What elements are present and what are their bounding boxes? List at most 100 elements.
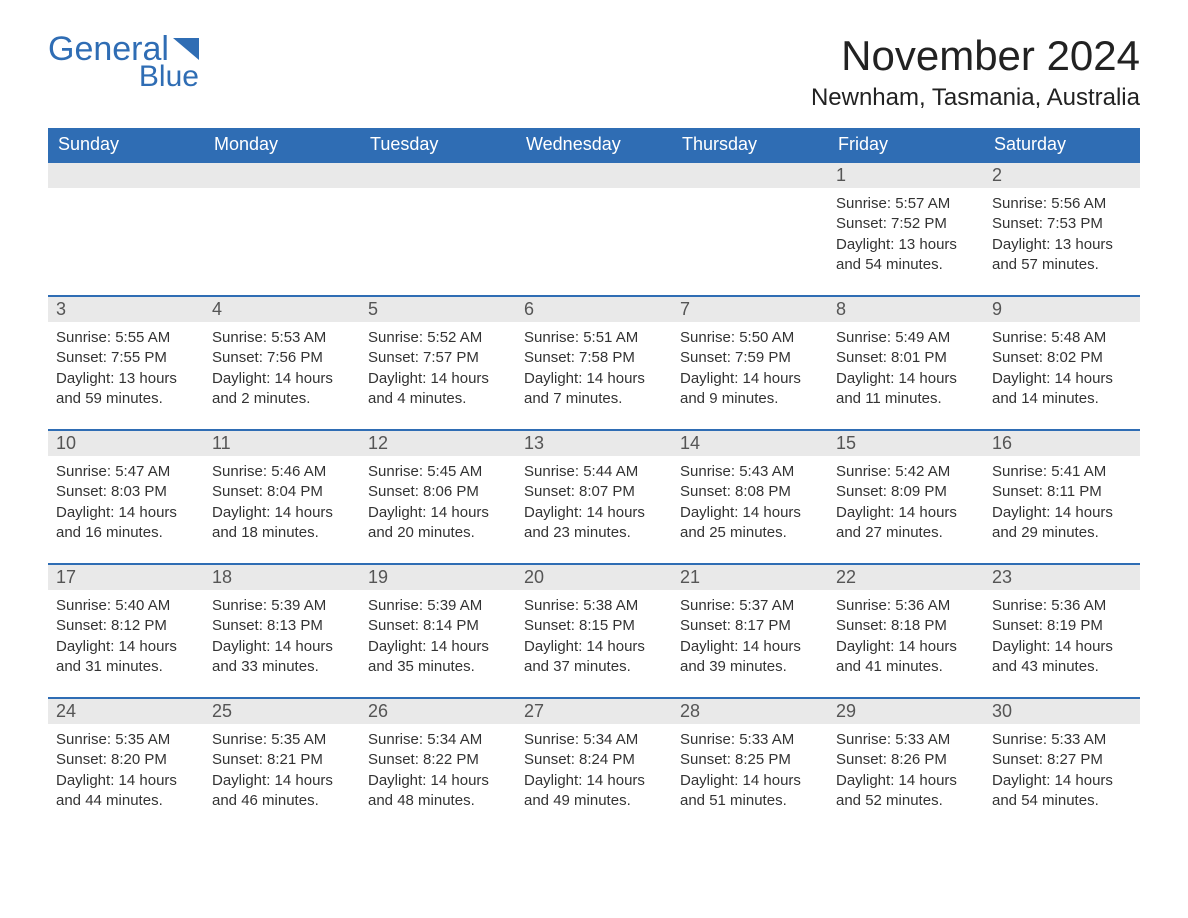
day-details: Sunrise: 5:45 AMSunset: 8:06 PMDaylight:… [360, 456, 516, 543]
sunrise-line: Sunrise: 5:37 AM [680, 596, 820, 616]
sunrise-line: Sunrise: 5:52 AM [368, 328, 508, 348]
day-details: Sunrise: 5:48 AMSunset: 8:02 PMDaylight:… [984, 322, 1140, 409]
calendar-week-row: 1Sunrise: 5:57 AMSunset: 7:52 PMDaylight… [48, 162, 1140, 296]
day-number: 1 [828, 163, 984, 188]
daylight-line: Daylight: 14 hours and 37 minutes. [524, 637, 664, 678]
calendar-day-cell: 4Sunrise: 5:53 AMSunset: 7:56 PMDaylight… [204, 296, 360, 430]
calendar-day-cell: 22Sunrise: 5:36 AMSunset: 8:18 PMDayligh… [828, 564, 984, 698]
empty-day [204, 163, 360, 188]
calendar-day-cell: 21Sunrise: 5:37 AMSunset: 8:17 PMDayligh… [672, 564, 828, 698]
daylight-line: Daylight: 14 hours and 7 minutes. [524, 369, 664, 410]
day-number: 11 [204, 431, 360, 456]
calendar-day-cell [672, 162, 828, 296]
sunset-line: Sunset: 8:13 PM [212, 616, 352, 636]
daylight-line: Daylight: 14 hours and 16 minutes. [56, 503, 196, 544]
calendar-day-cell: 7Sunrise: 5:50 AMSunset: 7:59 PMDaylight… [672, 296, 828, 430]
sunrise-line: Sunrise: 5:49 AM [836, 328, 976, 348]
sunset-line: Sunset: 8:07 PM [524, 482, 664, 502]
empty-day [516, 163, 672, 188]
day-number: 15 [828, 431, 984, 456]
sunrise-line: Sunrise: 5:38 AM [524, 596, 664, 616]
calendar-day-cell: 13Sunrise: 5:44 AMSunset: 8:07 PMDayligh… [516, 430, 672, 564]
sunset-line: Sunset: 7:59 PM [680, 348, 820, 368]
sunrise-line: Sunrise: 5:53 AM [212, 328, 352, 348]
brand-word-2: Blue [124, 62, 199, 92]
daylight-line: Daylight: 14 hours and 9 minutes. [680, 369, 820, 410]
sunset-line: Sunset: 8:24 PM [524, 750, 664, 770]
sunrise-line: Sunrise: 5:33 AM [836, 730, 976, 750]
calendar-day-cell: 19Sunrise: 5:39 AMSunset: 8:14 PMDayligh… [360, 564, 516, 698]
calendar-day-cell: 8Sunrise: 5:49 AMSunset: 8:01 PMDaylight… [828, 296, 984, 430]
day-details: Sunrise: 5:47 AMSunset: 8:03 PMDaylight:… [48, 456, 204, 543]
calendar-day-cell [516, 162, 672, 296]
calendar-header-cell: Monday [204, 128, 360, 162]
calendar-week-row: 17Sunrise: 5:40 AMSunset: 8:12 PMDayligh… [48, 564, 1140, 698]
daylight-line: Daylight: 14 hours and 11 minutes. [836, 369, 976, 410]
day-details: Sunrise: 5:36 AMSunset: 8:19 PMDaylight:… [984, 590, 1140, 677]
day-details: Sunrise: 5:56 AMSunset: 7:53 PMDaylight:… [984, 188, 1140, 275]
calendar-day-cell: 10Sunrise: 5:47 AMSunset: 8:03 PMDayligh… [48, 430, 204, 564]
brand-triangle-icon [173, 38, 199, 60]
day-number: 12 [360, 431, 516, 456]
daylight-line: Daylight: 14 hours and 27 minutes. [836, 503, 976, 544]
day-details: Sunrise: 5:44 AMSunset: 8:07 PMDaylight:… [516, 456, 672, 543]
calendar-table: SundayMondayTuesdayWednesdayThursdayFrid… [48, 128, 1140, 831]
calendar-header-cell: Saturday [984, 128, 1140, 162]
sunset-line: Sunset: 8:19 PM [992, 616, 1132, 636]
sunrise-line: Sunrise: 5:46 AM [212, 462, 352, 482]
day-number: 9 [984, 297, 1140, 322]
calendar-day-cell: 9Sunrise: 5:48 AMSunset: 8:02 PMDaylight… [984, 296, 1140, 430]
calendar-header-row: SundayMondayTuesdayWednesdayThursdayFrid… [48, 128, 1140, 162]
sunset-line: Sunset: 8:20 PM [56, 750, 196, 770]
calendar-day-cell: 15Sunrise: 5:42 AMSunset: 8:09 PMDayligh… [828, 430, 984, 564]
day-details: Sunrise: 5:53 AMSunset: 7:56 PMDaylight:… [204, 322, 360, 409]
daylight-line: Daylight: 14 hours and 43 minutes. [992, 637, 1132, 678]
sunset-line: Sunset: 8:11 PM [992, 482, 1132, 502]
day-details: Sunrise: 5:40 AMSunset: 8:12 PMDaylight:… [48, 590, 204, 677]
day-details: Sunrise: 5:37 AMSunset: 8:17 PMDaylight:… [672, 590, 828, 677]
day-number: 19 [360, 565, 516, 590]
day-details: Sunrise: 5:35 AMSunset: 8:21 PMDaylight:… [204, 724, 360, 811]
calendar-week-row: 3Sunrise: 5:55 AMSunset: 7:55 PMDaylight… [48, 296, 1140, 430]
calendar-day-cell [48, 162, 204, 296]
sunrise-line: Sunrise: 5:45 AM [368, 462, 508, 482]
daylight-line: Daylight: 14 hours and 41 minutes. [836, 637, 976, 678]
daylight-line: Daylight: 14 hours and 52 minutes. [836, 771, 976, 812]
day-details: Sunrise: 5:36 AMSunset: 8:18 PMDaylight:… [828, 590, 984, 677]
sunrise-line: Sunrise: 5:44 AM [524, 462, 664, 482]
day-number: 20 [516, 565, 672, 590]
sunset-line: Sunset: 7:55 PM [56, 348, 196, 368]
calendar-day-cell: 27Sunrise: 5:34 AMSunset: 8:24 PMDayligh… [516, 698, 672, 831]
daylight-line: Daylight: 14 hours and 31 minutes. [56, 637, 196, 678]
day-details: Sunrise: 5:57 AMSunset: 7:52 PMDaylight:… [828, 188, 984, 275]
empty-day [672, 163, 828, 188]
calendar-day-cell: 12Sunrise: 5:45 AMSunset: 8:06 PMDayligh… [360, 430, 516, 564]
calendar-header-cell: Tuesday [360, 128, 516, 162]
calendar-body: 1Sunrise: 5:57 AMSunset: 7:52 PMDaylight… [48, 162, 1140, 831]
daylight-line: Daylight: 14 hours and 23 minutes. [524, 503, 664, 544]
day-details: Sunrise: 5:34 AMSunset: 8:24 PMDaylight:… [516, 724, 672, 811]
sunset-line: Sunset: 8:06 PM [368, 482, 508, 502]
day-details: Sunrise: 5:52 AMSunset: 7:57 PMDaylight:… [360, 322, 516, 409]
daylight-line: Daylight: 14 hours and 29 minutes. [992, 503, 1132, 544]
sunset-line: Sunset: 8:02 PM [992, 348, 1132, 368]
calendar-day-cell: 24Sunrise: 5:35 AMSunset: 8:20 PMDayligh… [48, 698, 204, 831]
sunrise-line: Sunrise: 5:35 AM [212, 730, 352, 750]
daylight-line: Daylight: 14 hours and 35 minutes. [368, 637, 508, 678]
daylight-line: Daylight: 14 hours and 14 minutes. [992, 369, 1132, 410]
sunset-line: Sunset: 7:52 PM [836, 214, 976, 234]
calendar-week-row: 10Sunrise: 5:47 AMSunset: 8:03 PMDayligh… [48, 430, 1140, 564]
daylight-line: Daylight: 14 hours and 25 minutes. [680, 503, 820, 544]
day-details: Sunrise: 5:34 AMSunset: 8:22 PMDaylight:… [360, 724, 516, 811]
sunset-line: Sunset: 8:08 PM [680, 482, 820, 502]
calendar-day-cell: 3Sunrise: 5:55 AMSunset: 7:55 PMDaylight… [48, 296, 204, 430]
day-details: Sunrise: 5:33 AMSunset: 8:27 PMDaylight:… [984, 724, 1140, 811]
day-details: Sunrise: 5:35 AMSunset: 8:20 PMDaylight:… [48, 724, 204, 811]
sunset-line: Sunset: 7:58 PM [524, 348, 664, 368]
day-number: 26 [360, 699, 516, 724]
sunrise-line: Sunrise: 5:55 AM [56, 328, 196, 348]
calendar-day-cell: 30Sunrise: 5:33 AMSunset: 8:27 PMDayligh… [984, 698, 1140, 831]
day-details: Sunrise: 5:33 AMSunset: 8:25 PMDaylight:… [672, 724, 828, 811]
sunset-line: Sunset: 7:57 PM [368, 348, 508, 368]
day-details: Sunrise: 5:39 AMSunset: 8:14 PMDaylight:… [360, 590, 516, 677]
